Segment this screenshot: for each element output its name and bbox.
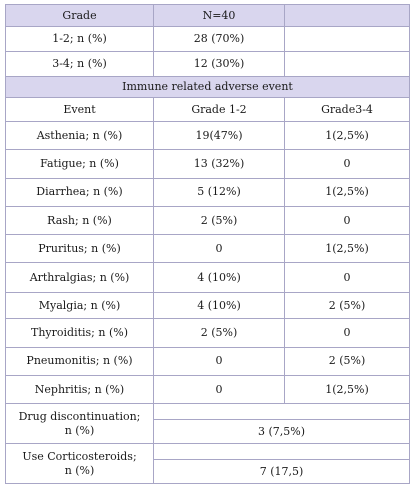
event-grade-3-4: 1(2,5%)	[284, 234, 410, 264]
event-label: Pneumonitis; n (%)	[5, 346, 154, 377]
header-n: N=40	[153, 4, 285, 27]
event-grade-3-4: 0	[284, 149, 410, 179]
event-row: Pneumonitis; n (%) 0 2 (5%)	[5, 346, 410, 377]
header-blank	[284, 4, 410, 27]
event-grade-1-2: 13 (32%)	[153, 149, 285, 179]
adverse-events-table: Grade N=40 1-2; n (%) 28 (70%) 3-4; n (%…	[5, 4, 410, 484]
event-grade-3-4: 0	[284, 318, 410, 348]
event-grade-1-2: 5 (12%)	[153, 177, 285, 207]
grade-label: 1-2; n (%)	[5, 26, 154, 52]
event-row: Asthenia; n (%) 19(47%) 1(2,5%)	[5, 120, 410, 151]
grade-blank	[284, 51, 410, 77]
drug-discontinuation-label: Drug discontinuation; n (%)	[5, 403, 154, 445]
drug-discontinuation-label-line2: n (%)	[64, 423, 95, 437]
section-title: Immune related adverse event	[5, 76, 410, 98]
grade-value: 12 (30%)	[153, 51, 285, 77]
column-header-row: Event Grade 1-2 Grade3-4	[5, 97, 410, 122]
grade-row: 1-2; n (%) 28 (70%)	[5, 26, 410, 52]
event-label: Fatigue; n (%)	[5, 149, 154, 179]
event-grade-1-2: 2 (5%)	[153, 318, 285, 348]
drug-discontinuation-label-line1: Drug discontinuation;	[18, 409, 141, 423]
event-label: Rash; n (%)	[5, 205, 154, 236]
grade-blank	[284, 26, 410, 52]
event-grade-3-4: 1(2,5%)	[284, 375, 410, 405]
event-grade-3-4: 2 (5%)	[284, 292, 410, 320]
event-label: Diarrhea; n (%)	[5, 177, 154, 207]
event-row: Nephritis; n (%) 0 1(2,5%)	[5, 375, 410, 405]
event-label: Nephritis; n (%)	[5, 375, 154, 405]
event-label: Arthralgias; n (%)	[5, 262, 154, 294]
event-row: Thyroiditis; n (%) 2 (5%) 0	[5, 318, 410, 348]
grade-value: 28 (70%)	[153, 26, 285, 52]
drug-discontinuation-blank	[153, 403, 410, 421]
event-grade-1-2: 0	[153, 234, 285, 264]
section-title-row: Immune related adverse event	[5, 76, 410, 98]
event-row: Arthralgias; n (%) 4 (10%) 0	[5, 262, 410, 294]
event-label: Asthenia; n (%)	[5, 120, 154, 151]
drug-discontinuation-row: Drug discontinuation; n (%)	[5, 403, 410, 445]
corticosteroids-label: Use Corticosteroids; n (%)	[5, 443, 154, 484]
event-grade-1-2: 2 (5%)	[153, 205, 285, 236]
corticosteroids-label-line2: n (%)	[64, 463, 95, 477]
event-grade-3-4: 1(2,5%)	[284, 120, 410, 151]
event-row: Pruritus; n (%) 0 1(2,5%)	[5, 234, 410, 264]
event-grade-3-4: 0	[284, 262, 410, 294]
event-row: Myalgia; n (%) 4 (10%) 2 (5%)	[5, 292, 410, 320]
corticosteroids-value: 7 (17,5)	[153, 459, 410, 484]
grade-row: 3-4; n (%) 12 (30%)	[5, 51, 410, 77]
event-grade-3-4: 2 (5%)	[284, 346, 410, 377]
event-row: Rash; n (%) 2 (5%) 0	[5, 205, 410, 236]
drug-discontinuation-value-row: 3 (7,5%)	[6, 419, 410, 445]
column-header-event: Event	[5, 97, 154, 122]
corticosteroids-blank	[153, 443, 410, 461]
event-grade-1-2: 19(47%)	[153, 120, 285, 151]
event-grade-1-2: 4 (10%)	[153, 292, 285, 320]
event-label: Thyroiditis; n (%)	[5, 318, 154, 348]
drug-discontinuation-value: 3 (7,5%)	[153, 419, 410, 445]
corticosteroids-row: Use Corticosteroids; n (%)	[5, 443, 410, 484]
event-label: Myalgia; n (%)	[5, 292, 154, 320]
column-header-grade-1-2: Grade 1-2	[153, 97, 285, 122]
event-grade-3-4: 1(2,5%)	[284, 177, 410, 207]
event-grade-3-4: 0	[284, 205, 410, 236]
corticosteroids-label-line1: Use Corticosteroids;	[22, 449, 137, 463]
event-label: Pruritus; n (%)	[5, 234, 154, 264]
event-grade-1-2: 0	[153, 375, 285, 405]
event-row: Diarrhea; n (%) 5 (12%) 1(2,5%)	[5, 177, 410, 207]
header-row: Grade N=40	[5, 4, 410, 27]
event-row: Fatigue; n (%) 13 (32%) 0	[5, 149, 410, 179]
column-header-grade-3-4: Grade3-4	[284, 97, 410, 122]
event-grade-1-2: 0	[153, 346, 285, 377]
grade-label: 3-4; n (%)	[5, 51, 154, 77]
table-body: Grade N=40 1-2; n (%) 28 (70%) 3-4; n (%…	[5, 4, 410, 484]
header-grade: Grade	[5, 4, 154, 27]
event-grade-1-2: 4 (10%)	[153, 262, 285, 294]
